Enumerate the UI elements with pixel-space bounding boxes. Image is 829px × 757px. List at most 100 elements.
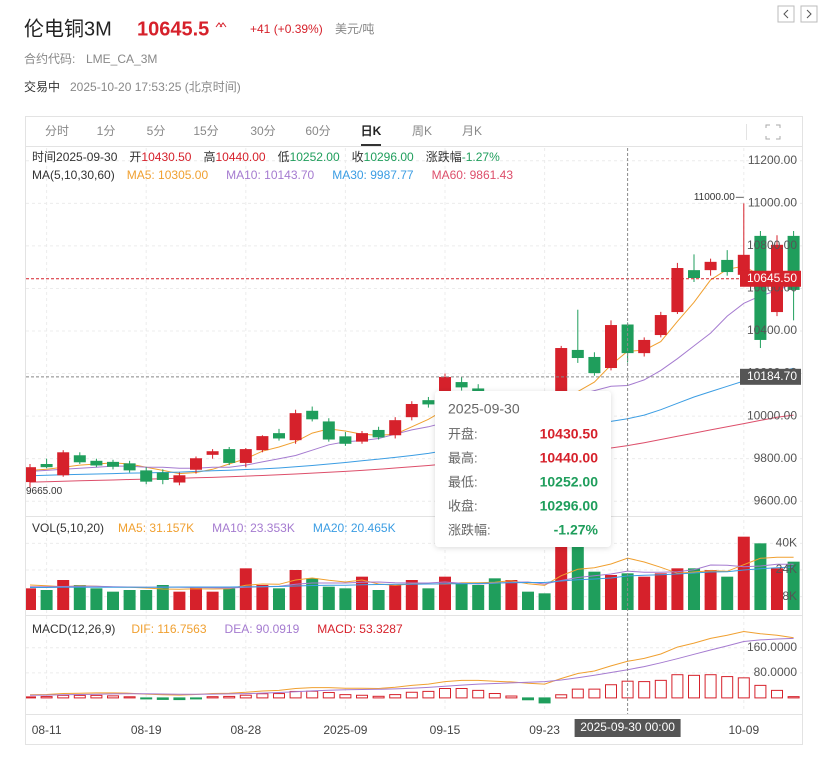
candle-body [57, 452, 70, 476]
volume-bar [223, 588, 236, 610]
volume-bar [488, 578, 501, 610]
macd-bar [90, 694, 103, 699]
nav-buttons[interactable] [777, 5, 818, 23]
fullscreen-icon[interactable] [765, 124, 781, 140]
candle-body [571, 349, 584, 359]
y-tick-label: 10000.00 [747, 408, 797, 422]
code: LME_CA_3M [86, 52, 157, 66]
candle-body [721, 259, 734, 273]
info-value: -1.27% [462, 150, 500, 164]
volume-bar [40, 590, 53, 610]
macd-bar [405, 691, 418, 699]
tooltip-date: 2025-09-30 [448, 401, 520, 417]
price-unit: 美元/吨 [335, 22, 374, 36]
y-tick-label: 9800.00 [754, 451, 798, 465]
y-tick-label: 11200.00 [748, 153, 797, 167]
legend-entry: MACD: 53.3287 [317, 622, 403, 636]
period-tab[interactable]: 月K [462, 124, 482, 138]
period-tab[interactable]: 分时 [45, 124, 69, 138]
candle-body [638, 339, 651, 354]
x-tick-label: 10-09 [728, 723, 759, 737]
legend-entry: MA10: 10143.70 [226, 168, 314, 182]
volume-bar [721, 576, 734, 610]
y-tick-label: 80.0000 [754, 665, 798, 679]
volume-bar [538, 593, 551, 610]
candle-body [737, 254, 750, 275]
candle-body [239, 449, 252, 463]
macd-bar [671, 674, 684, 699]
candle-body [90, 460, 103, 466]
volume-bar [704, 570, 717, 610]
high-marker-label: 11000.00 [694, 192, 735, 203]
prev-button[interactable] [777, 5, 795, 23]
tooltip-label: 收盘: [448, 498, 478, 513]
macd-bar [605, 684, 617, 699]
candle-body [389, 420, 402, 436]
candle-body [40, 463, 53, 468]
y-tick-label: 10400.00 [747, 323, 797, 337]
candle-body [206, 451, 219, 455]
volume-ma-line [30, 566, 794, 588]
period-tab[interactable]: 周K [412, 124, 432, 138]
macd-bar [488, 693, 501, 699]
macd-bar [538, 697, 551, 704]
volume-bar [472, 585, 485, 610]
period-tab[interactable]: 15分 [193, 124, 218, 138]
volume-bar [787, 561, 800, 610]
info-label: 高 [203, 149, 215, 164]
x-tick-label: 09-15 [430, 723, 461, 737]
volume-bar [605, 575, 617, 610]
y-tick-label: 24K [776, 562, 797, 576]
macd-bar [140, 697, 153, 700]
volume-bar [239, 568, 252, 610]
candle-body [73, 455, 86, 463]
period-tab[interactable]: 日K [361, 124, 382, 138]
legend-entry: MA5: 31.157K [118, 521, 194, 535]
y-tick-label: 160.0000 [747, 640, 797, 654]
macd-bar [156, 697, 169, 700]
macd-bar [372, 695, 385, 699]
macd-bar [588, 688, 601, 699]
chart-frame [25, 116, 803, 745]
period-tab[interactable]: 30分 [250, 124, 275, 138]
candle-body [654, 315, 667, 336]
y-tick-label: 9600.00 [754, 493, 798, 507]
macd-bar [190, 697, 202, 700]
candle-body [322, 421, 335, 440]
candle-body [588, 356, 601, 374]
tooltip-value: -1.27% [554, 522, 599, 538]
macd-bar [389, 694, 402, 699]
x-tick-label: 08-19 [131, 723, 162, 737]
period-tab[interactable]: 60分 [305, 124, 330, 138]
tooltip-box [435, 391, 611, 547]
macd-bar [123, 696, 136, 699]
volume-bar [107, 591, 119, 610]
crosshair-y-label: 10184.70 [747, 369, 797, 383]
volume-bar [737, 536, 750, 610]
next-button[interactable] [800, 5, 818, 23]
price-change: +41 (+0.39%) [250, 22, 323, 36]
macd-bar [654, 679, 667, 699]
period-tab[interactable]: 1分 [97, 124, 116, 138]
macd-bar [505, 695, 518, 699]
volume-bar [522, 591, 534, 610]
macd-bar [422, 690, 435, 699]
macd-bar [223, 695, 236, 699]
volume-bar [90, 588, 103, 610]
legend-entry: MA5: 10305.00 [127, 168, 209, 182]
info-value: 10440.00 [216, 150, 266, 164]
tooltip-value: 10296.00 [540, 498, 599, 514]
x-tick-label: 09-23 [529, 723, 560, 737]
tooltip-label: 涨跌幅: [448, 522, 491, 537]
info-value: 10430.50 [141, 150, 191, 164]
volume-bar [372, 590, 385, 610]
macd-bar [555, 694, 568, 699]
volume-bar [156, 585, 169, 610]
volume-bar [389, 585, 402, 610]
candle-body [372, 429, 385, 438]
candle-body [156, 472, 169, 480]
y-tick-label: 40K [776, 536, 797, 550]
period-tab[interactable]: 5分 [147, 124, 166, 138]
macd-bar [256, 693, 269, 699]
macd-bar [239, 694, 252, 699]
